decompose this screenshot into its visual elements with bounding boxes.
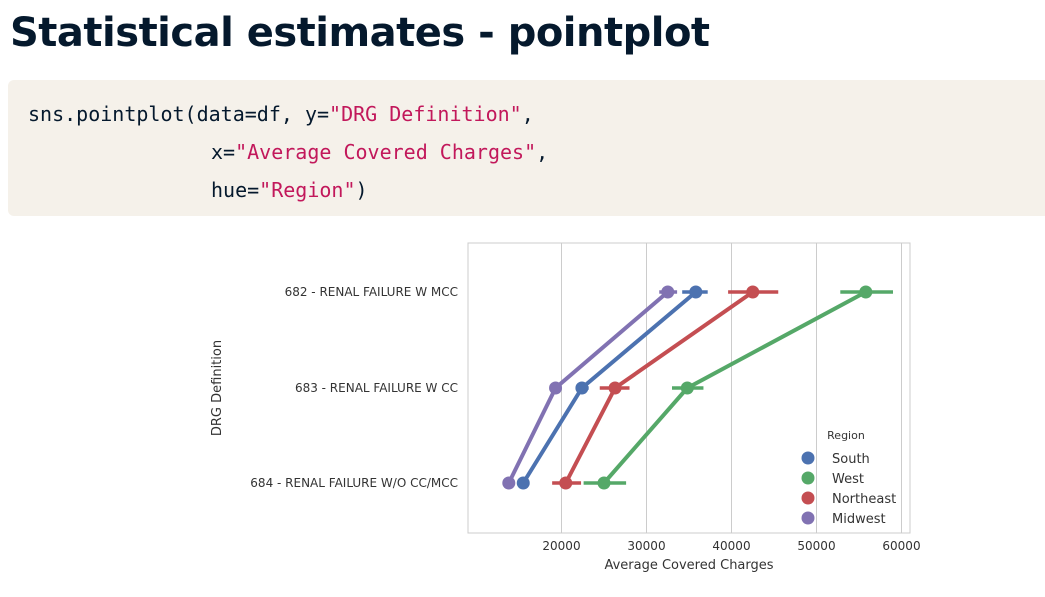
data-point: [559, 476, 573, 490]
legend-label: South: [832, 452, 870, 467]
x-tick-label: 30000: [627, 539, 665, 553]
data-point: [680, 381, 694, 395]
legend-marker: [801, 471, 815, 485]
legend-marker: [801, 451, 815, 465]
code-text: x=: [211, 140, 236, 164]
x-tick-label: 60000: [882, 539, 920, 553]
x-axis-label: Average Covered Charges: [604, 558, 773, 573]
code-string: "Average Covered Charges": [235, 140, 537, 164]
y-axis-label: DRG Definition: [210, 340, 225, 436]
data-point: [608, 381, 622, 395]
legend-label: Midwest: [832, 512, 886, 527]
data-point: [597, 476, 611, 490]
plot-frame: [467, 242, 911, 534]
code-block: sns.pointplot(data=df, y="DRG Definition…: [8, 80, 1045, 216]
code-string: "DRG Definition": [329, 102, 522, 126]
legend-marker: [801, 491, 815, 505]
x-tick-label: 20000: [542, 539, 580, 553]
code-text: ,: [536, 140, 549, 164]
pointplot-chart: 20000 30000 40000 50000 60000 682 - RENAL FAI…: [210, 242, 921, 573]
legend-marker: [801, 511, 815, 525]
legend-label: Northeast: [832, 492, 896, 507]
slide-title: Statistical estimates - pointplot: [10, 10, 710, 56]
legend-label: West: [832, 472, 864, 487]
code-string: "Region": [259, 178, 356, 202]
code-text: ): [355, 178, 368, 202]
data-point: [689, 285, 703, 299]
y-tick-label: 682 - RENAL FAILURE W MCC: [285, 285, 458, 299]
code-line-3: hue="Region"): [28, 171, 1045, 209]
code-text: hue=: [211, 178, 260, 202]
data-point: [549, 381, 563, 395]
series-line: [602, 290, 867, 485]
x-tick-label: 40000: [712, 539, 750, 553]
data-point: [575, 381, 589, 395]
y-tick-label: 683 - RENAL FAILURE W CC: [295, 381, 458, 395]
code-text: ,: [521, 102, 534, 126]
y-tick-label: 684 - RENAL FAILURE W/O CC/MCC: [250, 476, 458, 490]
data-point: [502, 476, 516, 490]
code-line-1: sns.pointplot(data=df, y="DRG Definition…: [28, 95, 1045, 133]
code-line-2: x="Average Covered Charges",: [28, 133, 1045, 171]
data-point: [516, 476, 530, 490]
code-text: sns.pointplot(data=df, y=: [28, 102, 330, 126]
data-point: [859, 285, 873, 299]
data-point: [746, 285, 760, 299]
data-point: [661, 285, 675, 299]
legend-title: Region: [827, 429, 865, 442]
x-tick-label: 50000: [797, 539, 835, 553]
